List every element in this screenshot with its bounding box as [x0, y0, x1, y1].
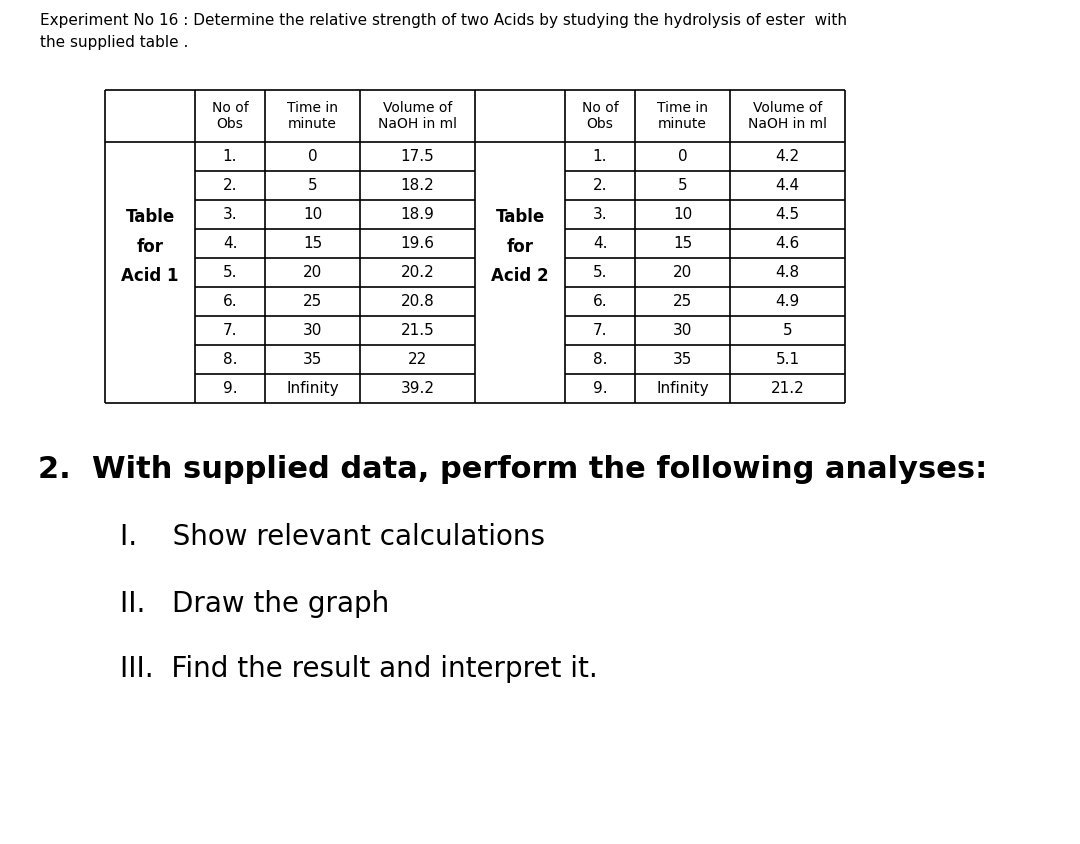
Text: Table
for
Acid 2: Table for Acid 2: [491, 208, 549, 284]
Text: II.   Draw the graph: II. Draw the graph: [120, 590, 389, 618]
Text: 35: 35: [302, 352, 322, 367]
Text: 0: 0: [308, 149, 318, 164]
Text: 4.9: 4.9: [775, 294, 799, 309]
Text: 18.9: 18.9: [401, 207, 434, 222]
Text: 35: 35: [673, 352, 692, 367]
Text: 21.2: 21.2: [771, 381, 805, 396]
Text: 1.: 1.: [222, 149, 238, 164]
Text: 4.4: 4.4: [775, 178, 799, 193]
Text: 4.6: 4.6: [775, 236, 799, 251]
Text: Infinity: Infinity: [286, 381, 339, 396]
Text: Time in
minute: Time in minute: [287, 101, 338, 131]
Text: 6.: 6.: [593, 294, 607, 309]
Text: 4.: 4.: [593, 236, 607, 251]
Text: 25: 25: [302, 294, 322, 309]
Text: 4.: 4.: [222, 236, 238, 251]
Text: 6.: 6.: [222, 294, 238, 309]
Text: 20.8: 20.8: [401, 294, 434, 309]
Text: 18.2: 18.2: [401, 178, 434, 193]
Text: 25: 25: [673, 294, 692, 309]
Text: Time in
minute: Time in minute: [657, 101, 708, 131]
Text: 2.  With supplied data, perform the following analyses:: 2. With supplied data, perform the follo…: [38, 455, 987, 484]
Text: 5: 5: [308, 178, 318, 193]
Text: 5: 5: [677, 178, 687, 193]
Text: the supplied table .: the supplied table .: [40, 35, 188, 50]
Text: Volume of
NaOH in ml: Volume of NaOH in ml: [748, 101, 827, 131]
Text: 2.: 2.: [593, 178, 607, 193]
Text: I.    Show relevant calculations: I. Show relevant calculations: [120, 523, 545, 551]
Text: Table
for
Acid 1: Table for Acid 1: [121, 208, 179, 284]
Text: 39.2: 39.2: [401, 381, 434, 396]
Text: 7.: 7.: [222, 323, 238, 338]
Text: 9.: 9.: [222, 381, 238, 396]
Text: 10: 10: [673, 207, 692, 222]
Text: 5.: 5.: [222, 265, 238, 280]
Text: 30: 30: [673, 323, 692, 338]
Text: 4.2: 4.2: [775, 149, 799, 164]
Text: 22: 22: [408, 352, 427, 367]
Text: 20.2: 20.2: [401, 265, 434, 280]
Text: No of
Obs: No of Obs: [582, 101, 619, 131]
Text: 2.: 2.: [222, 178, 238, 193]
Text: 7.: 7.: [593, 323, 607, 338]
Text: 30: 30: [302, 323, 322, 338]
Text: 20: 20: [673, 265, 692, 280]
Text: 4.5: 4.5: [775, 207, 799, 222]
Text: 9.: 9.: [593, 381, 607, 396]
Text: Experiment No 16 : Determine the relative strength of two Acids by studying the : Experiment No 16 : Determine the relativ…: [40, 13, 847, 28]
Text: 15: 15: [673, 236, 692, 251]
Text: Volume of
NaOH in ml: Volume of NaOH in ml: [378, 101, 457, 131]
Text: Infinity: Infinity: [657, 381, 708, 396]
Text: 5.: 5.: [593, 265, 607, 280]
Text: 3.: 3.: [222, 207, 238, 222]
Text: No of
Obs: No of Obs: [212, 101, 248, 131]
Text: 21.5: 21.5: [401, 323, 434, 338]
Text: III.  Find the result and interpret it.: III. Find the result and interpret it.: [120, 655, 597, 683]
Text: 5: 5: [783, 323, 793, 338]
Text: 8.: 8.: [222, 352, 238, 367]
Text: 17.5: 17.5: [401, 149, 434, 164]
Text: 19.6: 19.6: [401, 236, 434, 251]
Text: 15: 15: [302, 236, 322, 251]
Text: 4.8: 4.8: [775, 265, 799, 280]
Text: 20: 20: [302, 265, 322, 280]
Text: 0: 0: [677, 149, 687, 164]
Text: 10: 10: [302, 207, 322, 222]
Text: 3.: 3.: [593, 207, 607, 222]
Text: 8.: 8.: [593, 352, 607, 367]
Text: 5.1: 5.1: [775, 352, 799, 367]
Text: 1.: 1.: [593, 149, 607, 164]
